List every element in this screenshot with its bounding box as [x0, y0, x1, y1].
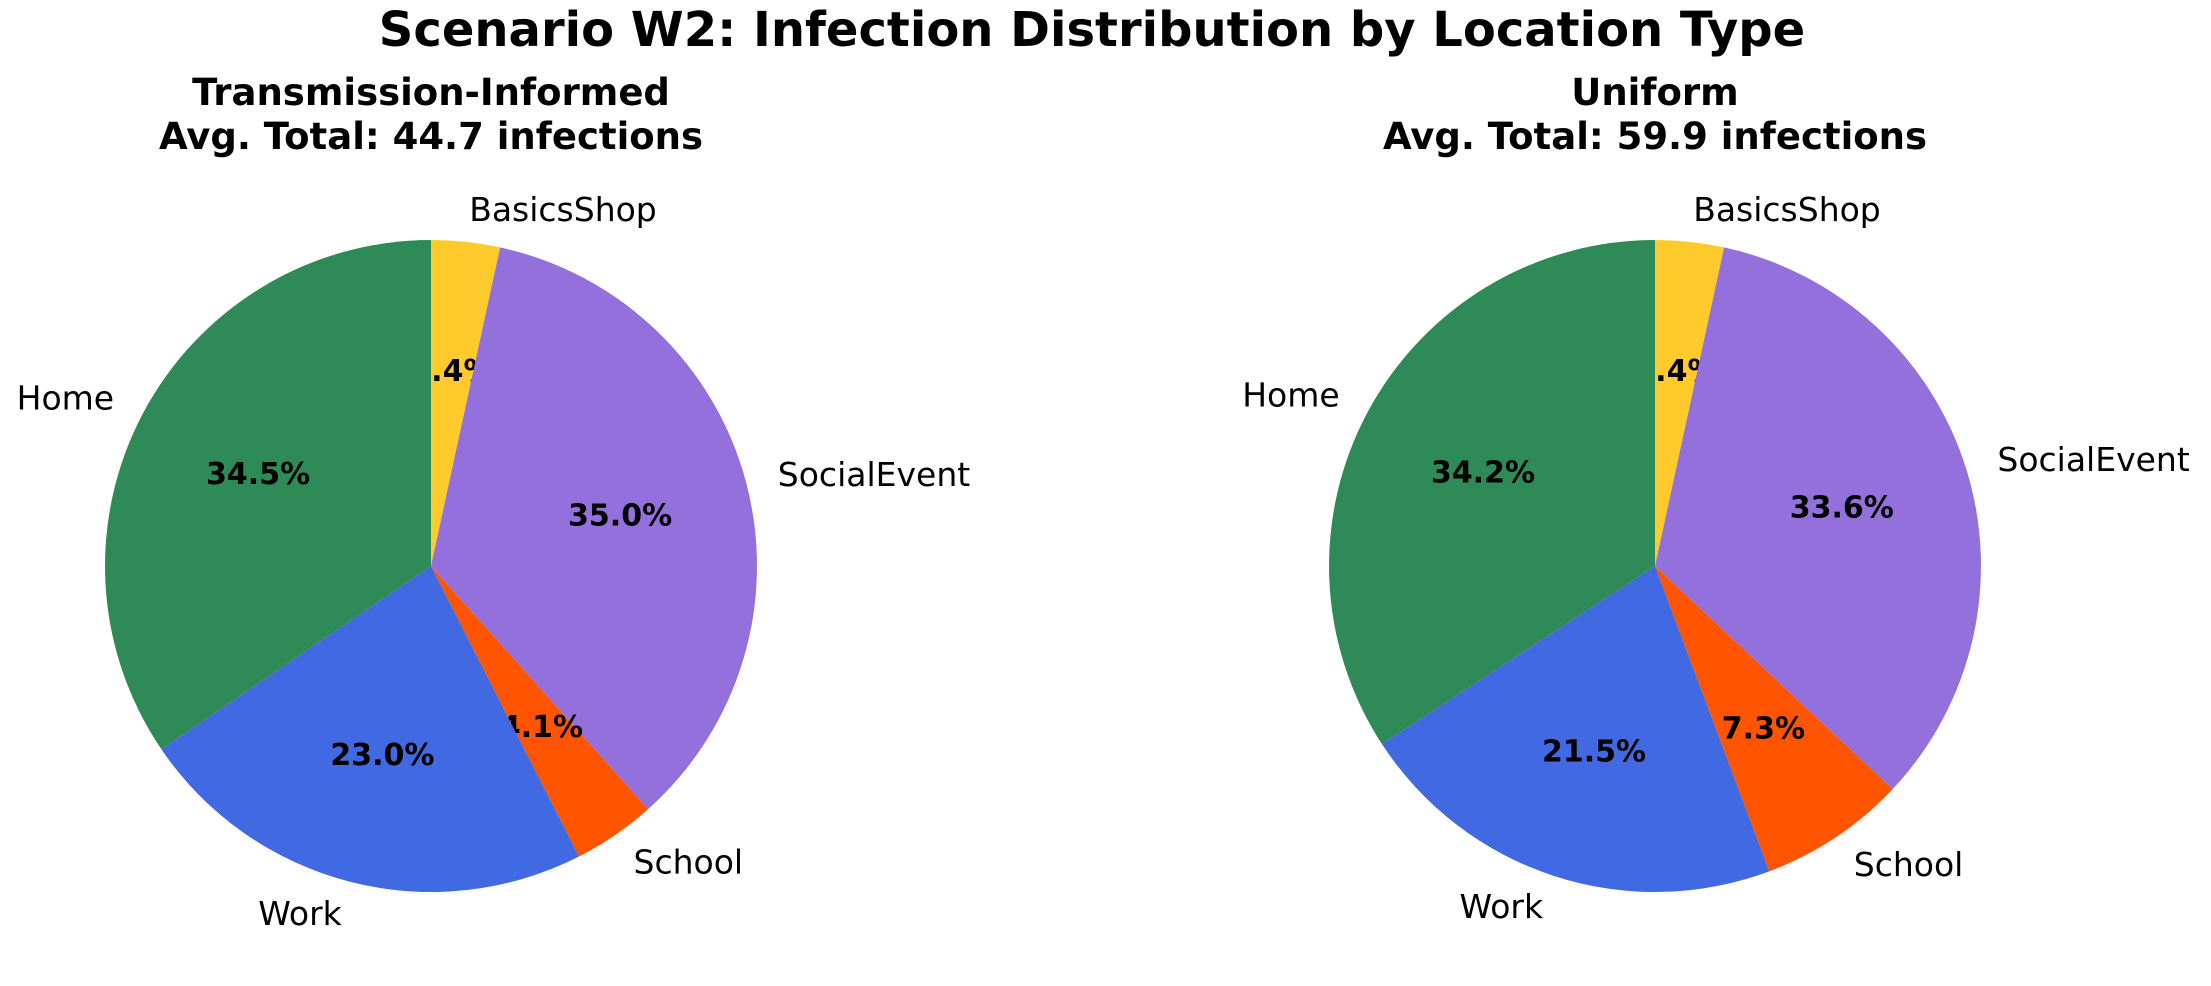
pie-slice-home	[1329, 240, 1655, 745]
pie-slice-school	[1655, 566, 1893, 872]
pie-title-line1: Transmission-Informed	[192, 71, 670, 114]
pie-chart-transmission-informed: Transmission-Informed Avg. Total: 44.7 i…	[17, 71, 971, 933]
pie-slice-work	[1381, 566, 1770, 893]
pct-label-home: 34.5%	[206, 457, 310, 492]
pie-title-line2: Avg. Total: 59.9 infections	[1383, 115, 1927, 158]
slice-label-work: Work	[1460, 887, 1544, 926]
slice-label-school: School	[634, 843, 744, 882]
pie-slice-work	[161, 566, 579, 893]
pct-label-home: 34.2%	[1431, 455, 1535, 490]
pie-slice-home	[104, 239, 432, 750]
figure-title: Scenario W2: Infection Distribution by L…	[379, 2, 1805, 58]
pct-label-socialevent: 33.6%	[1790, 490, 1894, 525]
pie-slices: 3.4%BasicsShop35.0%SocialEvent4.1%School…	[17, 190, 971, 933]
slice-label-home: Home	[17, 379, 114, 418]
pie-slice-basicsshop	[431, 240, 501, 566]
slice-label-socialevent: SocialEvent	[1997, 440, 2189, 479]
pct-label-school: 7.3%	[1722, 711, 1805, 746]
slice-label-socialevent: SocialEvent	[778, 455, 970, 494]
slice-label-school: School	[1854, 845, 1964, 884]
slice-label-work: Work	[258, 894, 342, 933]
pie-chart-uniform: Uniform Avg. Total: 59.9 infections 3.4%…	[1242, 71, 2190, 926]
pie-title-line2: Avg. Total: 44.7 infections	[159, 115, 703, 158]
slice-label-basicsshop: BasicsShop	[1693, 190, 1881, 229]
slice-label-basicsshop: BasicsShop	[469, 190, 657, 229]
pct-label-socialevent: 35.0%	[568, 499, 672, 534]
pie-slice-school	[431, 566, 649, 857]
pie-slice-socialevent	[1655, 247, 1981, 790]
pct-label-work: 23.0%	[330, 738, 434, 773]
pie-slices: 3.4%BasicsShop33.6%SocialEvent7.3%School…	[1242, 190, 2190, 926]
pct-label-work: 21.5%	[1542, 734, 1646, 769]
pie-title-line1: Uniform	[1571, 71, 1738, 114]
slice-label-home: Home	[1242, 376, 1339, 415]
pie-slice-basicsshop	[1655, 240, 1725, 566]
pie-slice-socialevent	[431, 247, 758, 810]
